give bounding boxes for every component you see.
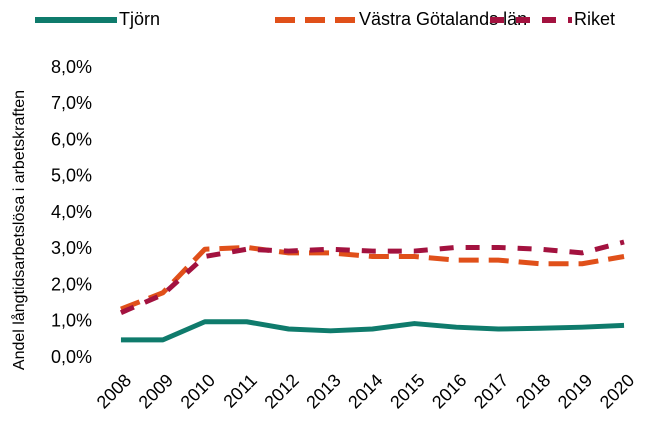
y-tick-label: 4,0% [51, 202, 92, 222]
y-tick-label: 8,0% [51, 57, 92, 77]
y-tick-label: 5,0% [51, 166, 92, 186]
series-line [119, 239, 625, 315]
x-tick-label: 2013 [302, 370, 344, 412]
y-tick-label: 7,0% [51, 93, 92, 113]
x-tick-label: 2012 [260, 370, 302, 412]
x-tick-label: 2011 [219, 370, 261, 412]
y-tick-label: 6,0% [51, 129, 92, 149]
y-tick-label: 2,0% [51, 274, 92, 294]
x-tick-label: 2009 [135, 370, 177, 412]
x-tick-label: 2014 [344, 370, 386, 412]
series-line [120, 244, 625, 312]
x-tick-label: 2020 [596, 370, 638, 412]
x-tick-label: 2010 [177, 370, 219, 412]
series-line [120, 319, 625, 343]
x-tick-label: 2019 [554, 370, 596, 412]
y-tick-label: 0,0% [51, 347, 92, 367]
y-tick-label: 3,0% [51, 238, 92, 258]
x-tick-label: 2008 [93, 370, 135, 412]
legend-label: Västra Götalands län [359, 9, 527, 29]
y-tick-label: 1,0% [51, 311, 92, 331]
x-tick-label: 2017 [470, 370, 512, 412]
legend-label: Tjörn [119, 9, 160, 29]
x-tick-label: 2016 [428, 370, 470, 412]
y-axis-label: Andel långtidsarbetslösa i arbetskraften [10, 90, 28, 370]
x-tick-label: 2018 [512, 370, 554, 412]
x-tick-label: 2015 [386, 370, 428, 412]
legend-label: Riket [574, 9, 615, 29]
